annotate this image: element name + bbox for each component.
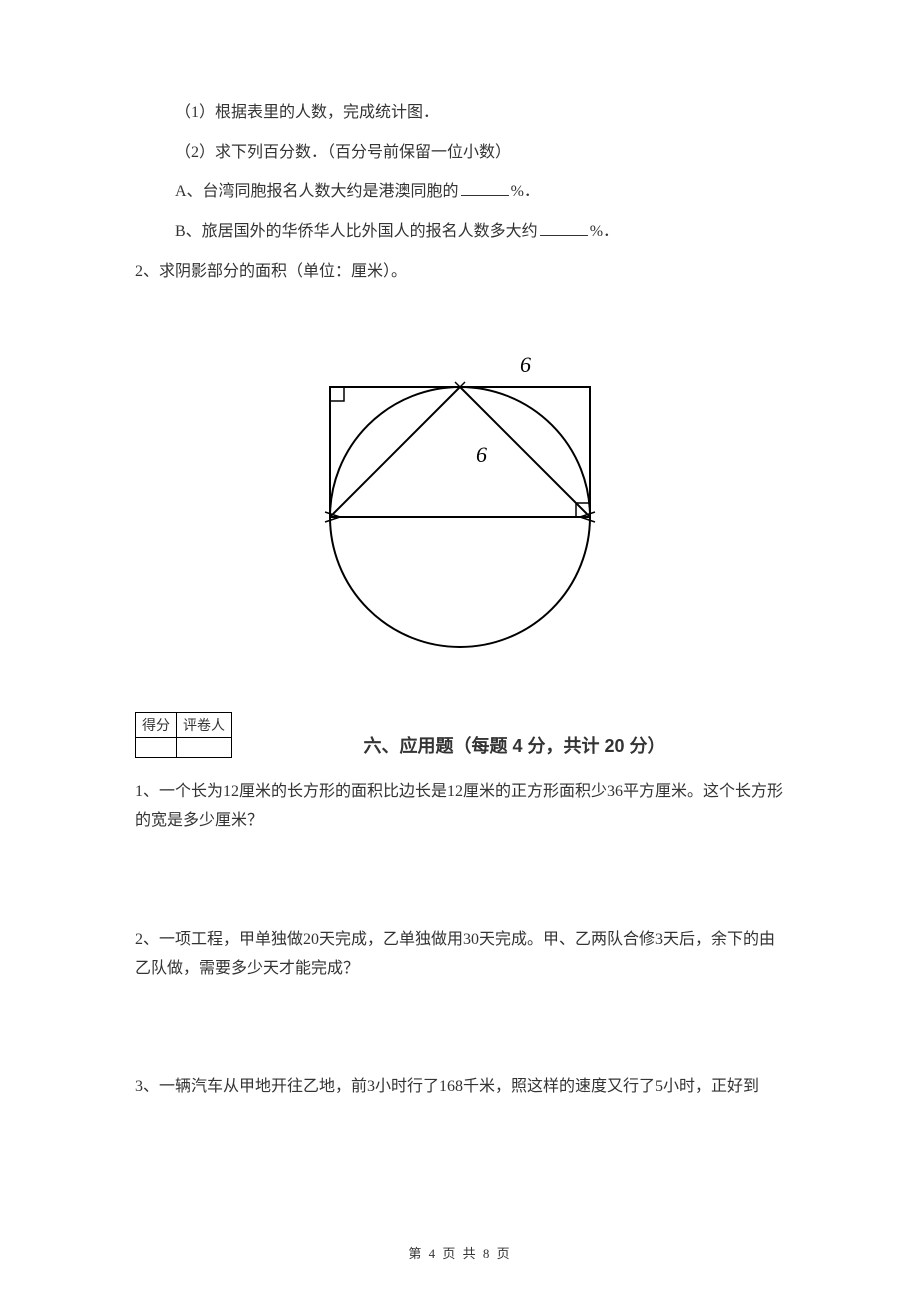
q1-sub2: （2）求下列百分数．（百分号前保留一位小数） <box>175 140 785 166</box>
app-q2: 2、一项工程，甲单独做20天完成，乙单独做用30天完成。甲、乙两队合修3天后，余… <box>135 926 785 984</box>
section-6-title: 六、应用题（每题 4 分，共计 20 分） <box>244 732 785 758</box>
app-q3: 3、一辆汽车从甲地开往乙地，前3小时行了168千米，照这样的速度又行了5小时，正… <box>135 1073 785 1102</box>
q1-b-suffix: %． <box>590 223 619 240</box>
q2-label: 2、求阴影部分的面积（单位：厘米）。 <box>135 258 785 287</box>
geometry-svg: 6 6 <box>300 317 620 657</box>
label-top-6: 6 <box>520 352 531 377</box>
score-cell[interactable] <box>136 738 177 758</box>
right-angle-tl <box>330 387 344 401</box>
left-triangle <box>330 387 460 517</box>
app-q1: 1、一个长为12厘米的长方形的面积比边长是12厘米的正方形面积少36平方厘米。这… <box>135 778 785 836</box>
blank-a[interactable] <box>461 180 509 196</box>
q1-b-prefix: B、旅居国外的华侨华人比外国人的报名人数多大约 <box>175 223 538 240</box>
score-label: 得分 <box>136 713 177 738</box>
q1-a-prefix: A、台湾同胞报名人数大约是港澳同胞的 <box>175 183 459 200</box>
section-6-header: 得分 评卷人 六、应用题（每题 4 分，共计 20 分） <box>135 712 785 758</box>
page-footer: 第 4 页 共 8 页 <box>0 1243 920 1262</box>
shaded-area-diagram: 6 6 <box>135 317 785 662</box>
grader-cell[interactable] <box>177 738 232 758</box>
q1-a: A、台湾同胞报名人数大约是港澳同胞的 %． <box>175 179 785 205</box>
q1-b: B、旅居国外的华侨华人比外国人的报名人数多大约 %． <box>175 219 785 245</box>
blank-b[interactable] <box>540 220 588 236</box>
label-mid-6: 6 <box>476 442 487 467</box>
q1-a-suffix: %． <box>511 183 540 200</box>
grader-label: 评卷人 <box>177 713 232 738</box>
q1-sub1: （1）根据表里的人数，完成统计图． <box>175 100 785 126</box>
score-table: 得分 评卷人 <box>135 712 232 758</box>
